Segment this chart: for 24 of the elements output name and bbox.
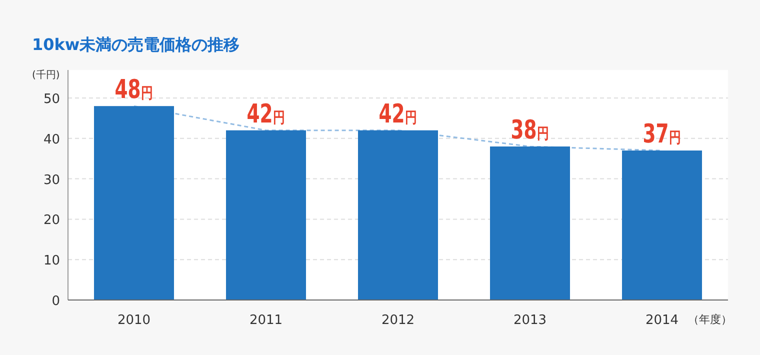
x-tick-label: 2010 (117, 313, 151, 328)
bar (94, 106, 174, 300)
x-tick-label: 2013 (513, 313, 547, 328)
data-label: 42円 (246, 98, 286, 129)
y-tick-label: 50 (43, 92, 60, 107)
data-label: 38円 (510, 114, 550, 146)
x-tick-label: 2012 (381, 313, 415, 328)
bar (622, 150, 702, 300)
y-tick-label: 10 (43, 254, 60, 269)
x-tick-label: 2014 (645, 313, 679, 328)
y-axis-title: (千円) (32, 69, 60, 81)
bar (490, 146, 570, 300)
x-axis-title: （年度） (688, 313, 732, 326)
chart-title: 10kw未満の売電価格の推移 (32, 35, 240, 54)
y-tick-label: 40 (43, 132, 60, 148)
y-tick-label: 30 (43, 172, 60, 188)
bar (358, 130, 438, 300)
data-label: 42円 (378, 98, 418, 129)
bar (226, 130, 306, 300)
y-tick-label: 0 (52, 294, 60, 309)
x-tick-label: 2011 (249, 313, 283, 328)
data-label: 48円 (114, 74, 154, 105)
data-label: 37円 (642, 118, 682, 150)
y-tick-label: 20 (43, 213, 60, 228)
